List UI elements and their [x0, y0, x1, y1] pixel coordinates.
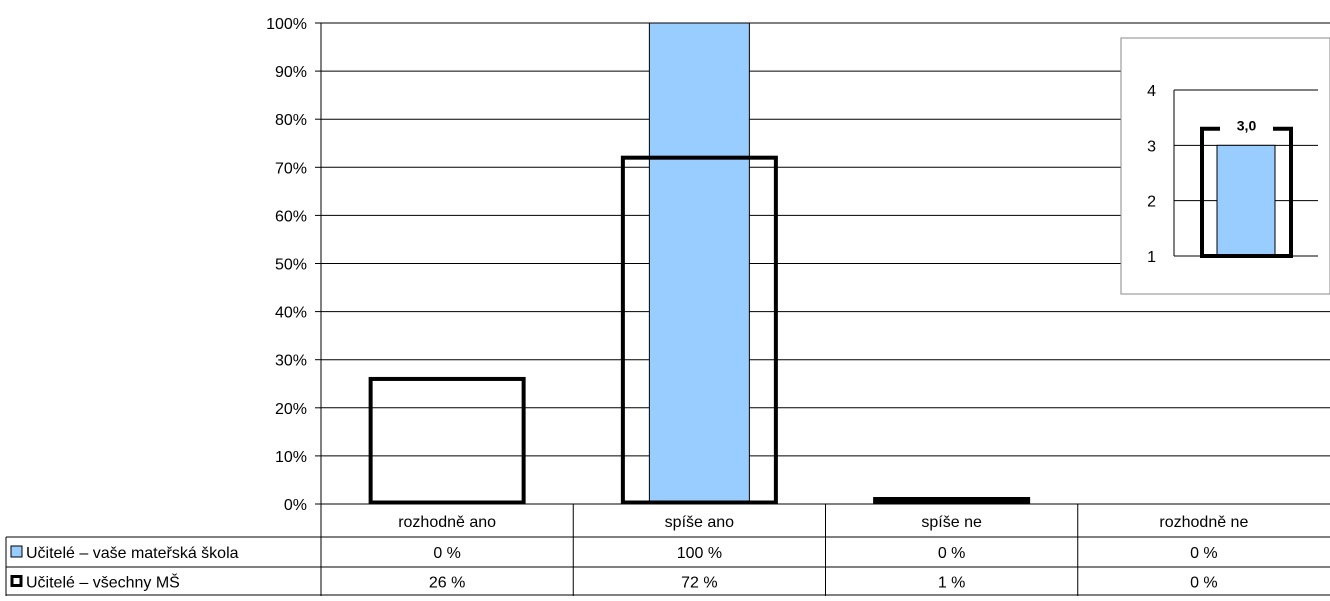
bar-1-outline-series: [620, 155, 778, 505]
bar-2-outline-series: [873, 497, 1031, 504]
table-value: 1 %: [938, 575, 966, 592]
y-tick-label: 70%: [275, 160, 307, 177]
inset-value-label: 3,0: [1237, 118, 1257, 134]
x-category-label: rozhodně ne: [1159, 514, 1248, 531]
y-tick-label: 0%: [284, 497, 307, 514]
x-category-label: spíše ne: [921, 514, 982, 531]
table-value: 0 %: [1190, 545, 1218, 562]
inset-y-tick-label: 4: [1147, 83, 1156, 100]
table-value: 72 %: [681, 575, 717, 592]
y-tick-label: 30%: [275, 353, 307, 370]
x-category-label: spíše ano: [665, 514, 734, 531]
table-value: 26 %: [429, 575, 465, 592]
inset-reference-bracket-left: [1200, 126, 1220, 256]
y-tick-label: 90%: [275, 64, 307, 81]
x-category-label: rozhodně ano: [398, 514, 496, 531]
y-tick-label: 100%: [266, 16, 307, 33]
inset-bar: [1216, 144, 1276, 257]
inset-y-tick-label: 2: [1147, 194, 1156, 211]
inset-reference-bracket-right: [1273, 126, 1293, 256]
table-value: 0 %: [938, 545, 966, 562]
y-tick-label: 80%: [275, 112, 307, 129]
table-value: 0 %: [1190, 575, 1218, 592]
y-tick-label: 50%: [275, 257, 307, 274]
y-tick-label: 20%: [275, 401, 307, 418]
y-tick-label: 10%: [275, 449, 307, 466]
bar-0-outline-series: [368, 376, 526, 505]
inset-y-tick-label: 1: [1147, 249, 1156, 266]
legend-swatch-filled: [10, 545, 23, 558]
bar-1-filled-series: [648, 22, 750, 505]
y-tick-label: 40%: [275, 305, 307, 322]
legend-series-name: Učitelé – vaše mateřská škola: [26, 545, 239, 562]
table-value: 100 %: [677, 545, 722, 562]
inset-y-tick-label: 3: [1147, 138, 1156, 155]
legend-swatch-outline: [10, 575, 23, 587]
legend-series-name: Učitelé – všechny MŠ: [26, 573, 180, 592]
y-tick-label: 60%: [275, 208, 307, 225]
table-value: 0 %: [433, 545, 461, 562]
